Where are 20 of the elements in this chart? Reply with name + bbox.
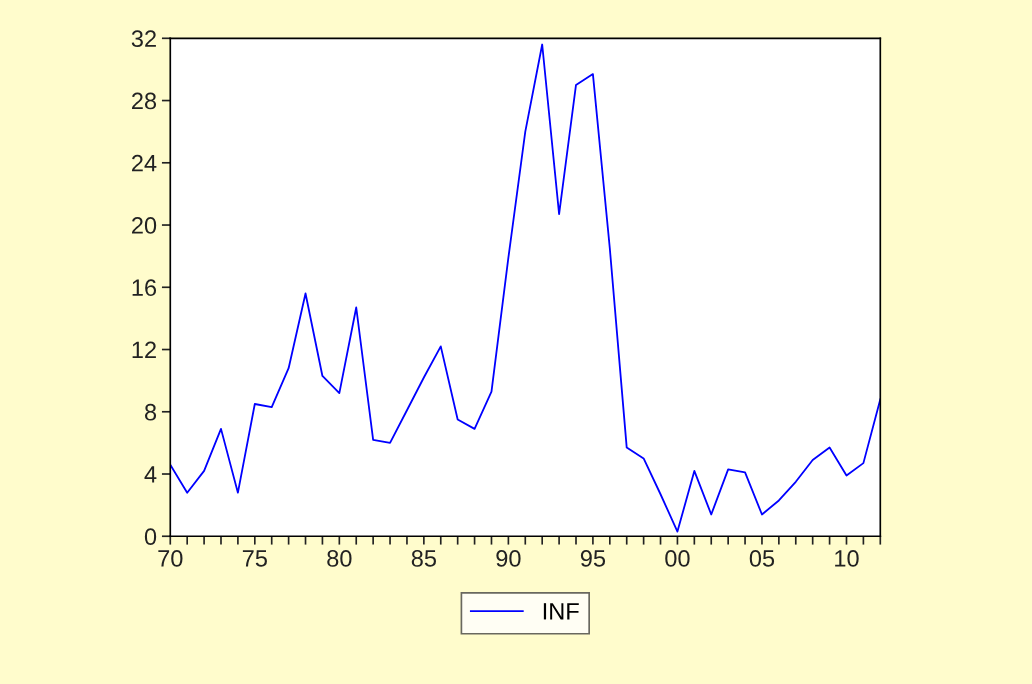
y-tick-label: 20 bbox=[132, 217, 157, 234]
legend-label: INF bbox=[543, 603, 579, 620]
y-tick-label: 16 bbox=[132, 279, 157, 297]
y-tick-label: 32 bbox=[131, 30, 156, 48]
line-series bbox=[170, 43, 881, 533]
y-tick-label: 0 bbox=[144, 528, 157, 546]
x-tick-label: 80 bbox=[327, 550, 352, 567]
y-tick-label: 28 bbox=[132, 92, 157, 110]
x-tick-label: 10 bbox=[835, 550, 859, 567]
y-tick-label: 8 bbox=[144, 403, 157, 421]
x-tick-label: 90 bbox=[496, 550, 521, 567]
x-tick-label: 75 bbox=[242, 550, 267, 567]
x-tick-label: 70 bbox=[158, 550, 183, 567]
y-tick-label: 24 bbox=[132, 154, 157, 172]
x-tick-label: 05 bbox=[749, 550, 775, 567]
x-tick-label: 85 bbox=[411, 550, 436, 567]
x-tick-label: 00 bbox=[665, 550, 690, 567]
x-tick-label: 95 bbox=[580, 550, 606, 567]
y-tick-label: 4 bbox=[144, 466, 157, 483]
y-tick-label: 12 bbox=[132, 341, 156, 359]
